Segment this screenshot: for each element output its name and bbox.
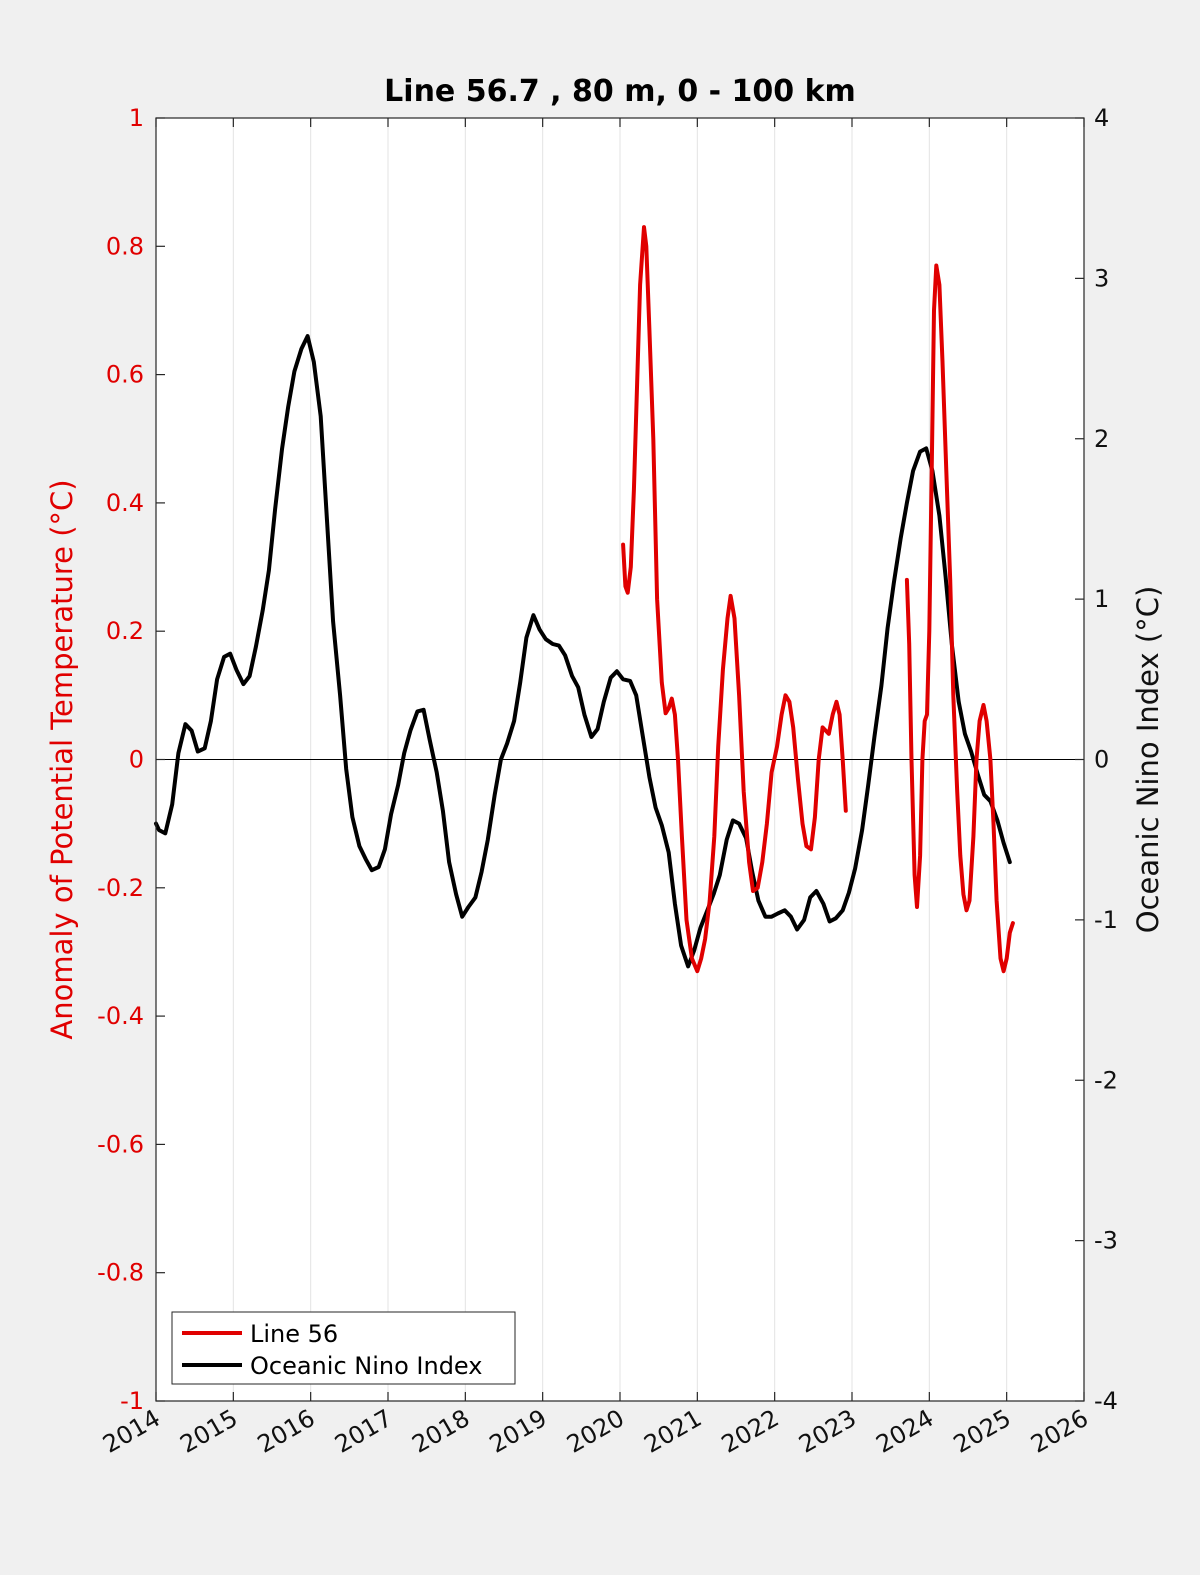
legend: Line 56 Oceanic Nino Index: [171, 1311, 516, 1385]
left-tick-label: 0.6: [106, 361, 144, 389]
series-line-line-56-seg-0: [621, 225, 848, 974]
right-tick-label: 2: [1094, 425, 1109, 453]
right-tick-label: 1: [1094, 585, 1109, 613]
right-tick-label: 3: [1094, 264, 1109, 292]
left-tick-label: 0.4: [106, 489, 144, 517]
chart-title: Line 56.7 , 80 m, 0 - 100 km: [384, 74, 856, 109]
right-tick-label: 4: [1094, 104, 1109, 132]
series-layer: [154, 225, 1015, 974]
right-tick-label: -3: [1094, 1227, 1118, 1255]
legend-box: [171, 1311, 516, 1385]
legend-label-line-56: Line 56: [250, 1320, 338, 1348]
right-axis: 4 3 2 1 0 -1 -2 -3 -4: [1075, 104, 1118, 1415]
left-axis: 1 0.8 0.6 0.4 0.2 0 -0.2 -0.4 -0.6 -0.8 -1: [97, 104, 165, 1415]
legend-label-oceanic-nino-index: Oceanic Nino Index: [250, 1352, 482, 1380]
left-axis-label: Anomaly of Potential Temperature (°C): [45, 479, 79, 1039]
left-tick-label: -0.4: [97, 1002, 144, 1030]
series-line-oceanic-nino-index-seg-0: [154, 334, 1012, 969]
right-axis-label: Oceanic Nino Index (°C): [1131, 586, 1165, 934]
right-tick-label: -1: [1094, 906, 1118, 934]
left-tick-label: -0.6: [97, 1130, 144, 1158]
left-tick-label: 1: [129, 104, 144, 132]
right-tick-label: 0: [1094, 746, 1109, 774]
right-tick-label: -4: [1094, 1387, 1118, 1415]
left-tick-label: -0.2: [97, 874, 144, 902]
left-tick-label: -0.8: [97, 1259, 144, 1287]
left-tick-label: 0.2: [106, 617, 144, 645]
left-tick-label: 0.8: [106, 232, 144, 260]
left-tick-label: -1: [120, 1387, 144, 1415]
left-tick-label: 0: [129, 746, 144, 774]
series-line-line-56-seg-1: [904, 263, 1015, 974]
right-tick-label: -2: [1094, 1066, 1118, 1094]
